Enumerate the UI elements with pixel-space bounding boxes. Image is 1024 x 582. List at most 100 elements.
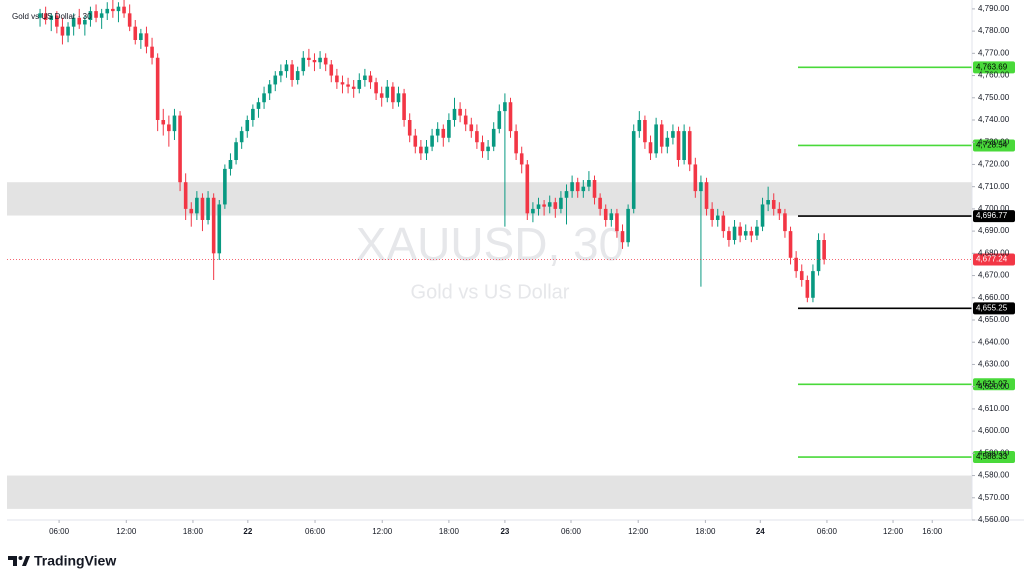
candle-body: [49, 15, 54, 20]
candle-body: [122, 6, 126, 14]
candle-body: [542, 204, 546, 207]
candle-body: [211, 197, 216, 254]
zone: [7, 182, 972, 216]
candle-body: [419, 146, 423, 154]
y-tick-label: 4,590.00: [978, 448, 1010, 457]
candle-body: [676, 131, 681, 160]
candle-body: [738, 226, 742, 236]
x-tick-label: 24: [756, 527, 765, 536]
x-tick-label: 22: [243, 527, 252, 536]
candle-body: [609, 213, 614, 220]
candle-body: [458, 108, 462, 116]
candle-body: [441, 128, 446, 138]
candle-body: [463, 115, 468, 125]
candle-body: [195, 197, 199, 214]
candle-body: [346, 84, 350, 87]
candle-body: [648, 142, 653, 154]
level-label-bg: [973, 451, 1015, 464]
candle-body: [447, 120, 451, 138]
x-tick-label: 06:00: [305, 527, 326, 536]
x-tick-label: 16:00: [922, 527, 943, 536]
y-tick-label: 4,700.00: [978, 204, 1010, 213]
y-tick-label: 4,680.00: [978, 248, 1010, 257]
candle-body: [749, 231, 754, 236]
level-label: 4,728.54: [976, 141, 1008, 150]
candle-body: [189, 208, 194, 214]
candle-body: [637, 120, 642, 132]
candle-body: [794, 257, 798, 272]
candle-body: [245, 120, 250, 132]
candle-body: [217, 204, 222, 254]
x-tick-label: 12:00: [883, 527, 904, 536]
level-label: 4,621.07: [976, 379, 1008, 388]
candle-body: [111, 8, 115, 12]
y-tick-label: 4,780.00: [978, 26, 1010, 35]
level-label: 4,588.33: [976, 452, 1008, 461]
candle-body: [312, 60, 317, 63]
candle-body: [178, 115, 182, 183]
candle-body: [424, 146, 429, 154]
candle-body: [497, 111, 502, 129]
watermark: XAUUSD, 30: [356, 218, 624, 270]
y-tick-label: 4,570.00: [978, 493, 1010, 502]
candle-body: [161, 120, 166, 125]
candle-body: [251, 108, 255, 120]
zone: [7, 475, 972, 509]
candle-body: [351, 86, 356, 89]
candle-body: [99, 13, 104, 18]
y-tick-label: 4,660.00: [978, 293, 1010, 302]
candle-body: [262, 93, 266, 103]
candle-body: [687, 131, 692, 165]
y-tick-label: 4,580.00: [978, 471, 1010, 480]
candle-body: [643, 120, 647, 143]
candle-body: [704, 182, 709, 209]
y-tick-label: 4,740.00: [978, 115, 1010, 124]
x-tick-label: 06:00: [49, 527, 70, 536]
level-label-bg: [973, 61, 1015, 74]
candle-body: [564, 191, 569, 198]
x-tick-label: 23: [500, 527, 509, 536]
candle-body: [228, 160, 233, 169]
candle-body: [435, 128, 440, 136]
candle-body: [536, 204, 541, 209]
candle-body: [335, 75, 339, 83]
level-label-bg: [973, 210, 1015, 223]
y-tick-label: 4,770.00: [978, 48, 1010, 57]
candle-body: [598, 197, 602, 209]
candle-body: [83, 20, 87, 25]
price-axis: 4,560.00 4,570.00 4,580.00 4,590.00 4,600.00…: [972, 4, 1010, 524]
candle-body: [150, 46, 154, 58]
x-tick-label: 12:00: [116, 527, 137, 536]
logo-mark: [22, 556, 30, 566]
candle-body: [553, 202, 558, 209]
chart-title: Gold vs US Dollar · 30: [12, 12, 92, 21]
candle-body: [480, 142, 485, 152]
candle-body: [822, 240, 826, 260]
candle-body: [363, 75, 367, 80]
candle-body: [172, 115, 177, 132]
candle-body: [206, 197, 210, 220]
candle-body: [66, 26, 70, 36]
candle-body: [273, 75, 278, 85]
candle-body: [413, 135, 418, 147]
candle-body: [323, 57, 328, 65]
candle-body: [525, 164, 530, 214]
level-label-bg: [973, 302, 1015, 315]
x-tick-label: 06:00: [561, 527, 582, 536]
candle-body: [654, 124, 658, 154]
candle-body: [799, 271, 804, 280]
candle-body: [788, 231, 793, 258]
x-tick-label: 18:00: [439, 527, 460, 536]
candle-body: [94, 11, 98, 18]
candle-body: [581, 186, 586, 192]
y-tick-label: 4,640.00: [978, 337, 1010, 346]
candle-body: [603, 208, 608, 220]
candle-body: [234, 142, 238, 160]
candle-body: [116, 6, 121, 12]
candle-body: [620, 231, 625, 243]
candle-body: [88, 11, 93, 20]
logo-mark: [18, 556, 23, 560]
candle-body: [743, 231, 748, 236]
candle-body: [531, 208, 535, 214]
